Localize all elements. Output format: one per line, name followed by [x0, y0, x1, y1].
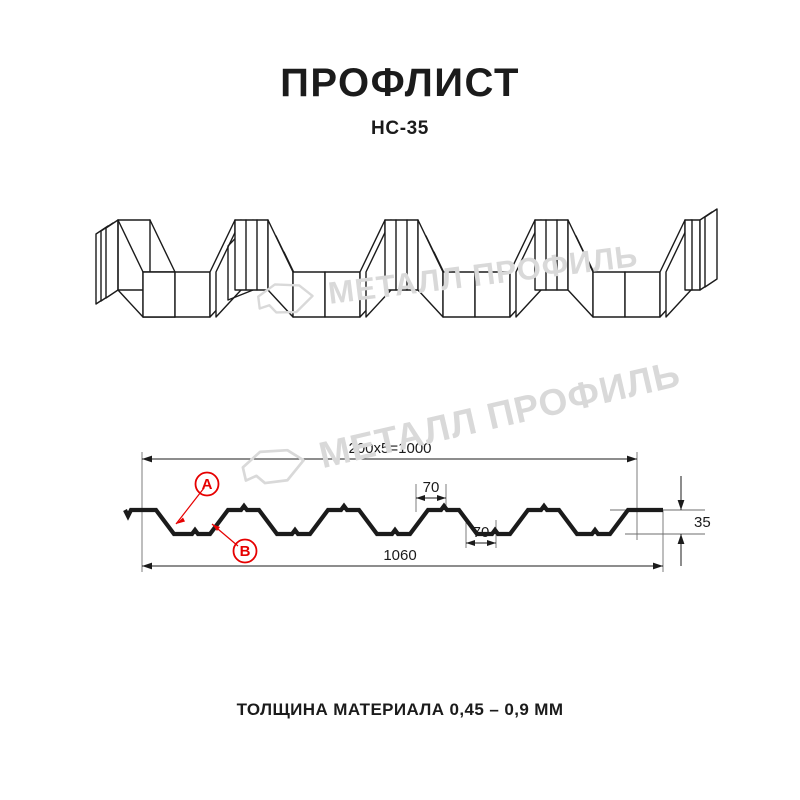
profile-outline [123, 502, 663, 537]
product-model: НС-35 [371, 118, 429, 139]
dimension-overall-width-text: 1060 [383, 547, 416, 564]
isometric-svg [95, 208, 718, 318]
dimension-pitch-text: 200x5=1000 [349, 440, 432, 457]
dimension-bottom-flat: 70 [466, 524, 496, 546]
callout-b-label: B [240, 543, 251, 560]
callout-b-circle [232, 538, 258, 564]
callout-a-label: A [202, 476, 213, 493]
cross-section-svg: 200x5=1000 70 70 1060 [123, 440, 711, 572]
page-title: ПРОФЛИСТ [280, 61, 520, 105]
isometric-profile-view [0, 200, 800, 360]
callout-b: B [211, 523, 258, 564]
dimension-top-flat-text: 70 [423, 479, 440, 496]
dimension-height: 35 [677, 476, 711, 566]
cross-section-view: 200x5=1000 70 70 1060 [0, 400, 800, 600]
material-thickness-note: ТОЛЩИНА МАТЕРИАЛА 0,45 – 0,9 ММ [236, 700, 564, 719]
isometric-corrugation [95, 208, 718, 318]
dimension-overall-width: 1060 [142, 547, 663, 570]
header: ПРОФЛИСТ НС-35 [0, 62, 800, 140]
callout-a-circle [194, 471, 220, 497]
dimension-top-flat: 70 [416, 479, 446, 501]
dimension-pitch: 200x5=1000 [142, 440, 637, 463]
callout-a: A [175, 471, 220, 525]
footer: ТОЛЩИНА МАТЕРИАЛА 0,45 – 0,9 ММ [0, 700, 800, 720]
dimension-height-text: 35 [694, 514, 711, 531]
